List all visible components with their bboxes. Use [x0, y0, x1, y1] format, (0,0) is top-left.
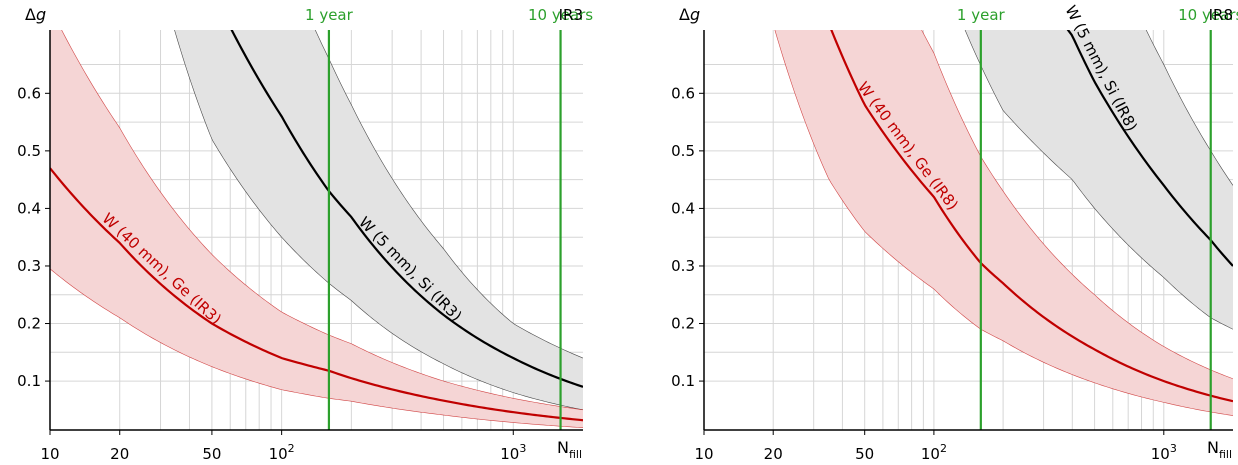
plot-area — [774, 30, 1233, 416]
x-tick-label: 10 — [694, 445, 713, 463]
x-tick-label: 20 — [110, 445, 129, 463]
y-tick-label: 0.4 — [17, 199, 41, 217]
y-tick-label: 0.3 — [17, 257, 41, 275]
y-axis-label: Δg — [679, 5, 700, 24]
x-axis-label: Nfill — [1207, 438, 1232, 461]
band-upper-w-5-mm-si-ir3 — [314, 30, 583, 359]
marker-label-1-year: 1 year — [305, 6, 354, 24]
band-upper-w-40-mm-ge-ir8 — [921, 30, 1233, 380]
marker-label-10-years: 10 years — [1178, 6, 1238, 24]
band-lower-w-40-mm-ge-ir3 — [50, 268, 583, 428]
panel-tag: IR8 — [1209, 6, 1233, 24]
plot-area — [50, 30, 583, 428]
y-tick-label: 0.1 — [671, 372, 695, 390]
x-tick-label: 103 — [500, 442, 526, 463]
x-tick-label: 102 — [921, 442, 947, 463]
band-upper-w-40-mm-ge-ir3 — [61, 30, 583, 411]
line-w-5-mm-si-ir3 — [230, 30, 583, 388]
y-tick-label: 0.3 — [671, 257, 695, 275]
line-w-40-mm-ge-ir8 — [830, 30, 1233, 403]
x-tick-label: 102 — [269, 442, 295, 463]
line-w-5-mm-si-ir8 — [1066, 30, 1233, 267]
band-w-5-mm-si-ir8 — [965, 30, 1233, 330]
y-tick-label: 0.5 — [671, 142, 695, 160]
y-tick-label: 0.5 — [17, 142, 41, 160]
line-w-40-mm-ge-ir3 — [50, 167, 583, 422]
y-axis-label: Δg — [25, 5, 46, 24]
x-tick-label: 20 — [764, 445, 783, 463]
x-axis-label: Nfill — [557, 438, 582, 461]
band-lower-w-40-mm-ge-ir8 — [774, 30, 1233, 416]
y-tick-label: 0.4 — [671, 199, 695, 217]
marker-label-1-year: 1 year — [957, 6, 1006, 24]
y-tick-label: 0.6 — [17, 84, 41, 102]
y-tick-label: 0.1 — [17, 372, 41, 390]
y-tick-label: 0.2 — [17, 315, 41, 333]
band-lower-w-5-mm-si-ir8 — [964, 30, 1233, 330]
x-tick-label: 50 — [855, 445, 874, 463]
marker-label-10-years: 10 years — [528, 6, 593, 24]
x-tick-label: 10 — [40, 445, 59, 463]
band-w-5-mm-si-ir3 — [174, 30, 583, 410]
x-tick-label: 103 — [1151, 442, 1177, 463]
band-w-40-mm-ge-ir8 — [774, 30, 1233, 416]
y-tick-label: 0.2 — [671, 315, 695, 333]
panel-tag: IR3 — [559, 6, 583, 24]
y-tick-label: 0.6 — [671, 84, 695, 102]
x-tick-label: 50 — [202, 445, 221, 463]
band-w-40-mm-ge-ir3 — [50, 30, 583, 428]
band-lower-w-5-mm-si-ir3 — [174, 30, 583, 411]
